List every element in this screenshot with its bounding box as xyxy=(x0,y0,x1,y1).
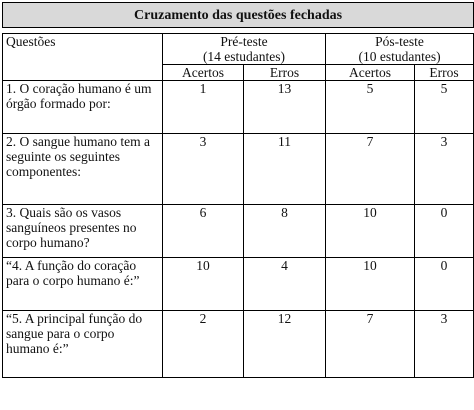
table-row: “4. A função do coração para o corpo hum… xyxy=(2,257,474,311)
table-row: “5. A principal função do sangue para o … xyxy=(2,310,474,378)
title-row: Cruzamento das questões fechadas xyxy=(1,2,474,28)
post-acertos-cell: 7 xyxy=(325,133,415,205)
pre-acertos-cell: 3 xyxy=(162,133,244,205)
pre-acertos-header: Acertos xyxy=(162,64,244,81)
pre-erros-cell: 8 xyxy=(243,204,326,258)
table-row: 1. O coração humano é um órgão formado p… xyxy=(2,80,474,134)
pre-erros-header: Erros xyxy=(243,64,326,81)
pre-acertos-cell: 6 xyxy=(162,204,244,258)
group-header-row: Questões Pré-teste (14 estudantes) Pós-t… xyxy=(2,33,474,81)
pre-test-count: (14 estudantes) xyxy=(202,49,286,64)
question-cell: “5. A principal função do sangue para o … xyxy=(2,310,163,378)
pre-erros-cell: 11 xyxy=(243,133,326,205)
pre-erros-cell: 13 xyxy=(243,80,326,134)
post-test-header: Pós-teste (10 estudantes) xyxy=(324,33,474,65)
post-erros-cell: 5 xyxy=(413,80,474,134)
question-cell: 3. Quais são os vasos sanguíneos present… xyxy=(2,204,163,258)
table-row: 2. O sangue humano tem a seguinte os seg… xyxy=(2,133,474,205)
table-title: Cruzamento das questões fechadas xyxy=(1,2,474,28)
post-test-count: (10 estudantes) xyxy=(358,49,441,64)
post-erros-cell: 0 xyxy=(413,257,474,311)
post-acertos-cell: 10 xyxy=(325,257,415,311)
pre-erros-cell: 12 xyxy=(243,310,326,378)
post-erros-cell: 3 xyxy=(413,310,474,378)
post-erros-cell: 3 xyxy=(413,133,474,205)
questions-header: Questões xyxy=(2,33,163,81)
results-table: Cruzamento das questões fechadas Questõe… xyxy=(1,2,474,378)
pre-acertos-cell: 2 xyxy=(162,310,244,378)
post-acertos-cell: 10 xyxy=(325,204,415,258)
post-acertos-cell: 5 xyxy=(325,80,415,134)
question-cell: 2. O sangue humano tem a seguinte os seg… xyxy=(2,133,163,205)
post-erros-header: Erros xyxy=(413,64,474,81)
post-acertos-cell: 7 xyxy=(325,310,415,378)
pre-acertos-cell: 10 xyxy=(162,257,244,311)
pre-test-header: Pré-teste (14 estudantes) xyxy=(162,33,326,65)
question-cell: 1. O coração humano é um órgão formado p… xyxy=(2,80,163,134)
post-erros-cell: 0 xyxy=(413,204,474,258)
pre-test-label: Pré-teste xyxy=(220,34,268,49)
table-row: 3. Quais são os vasos sanguíneos present… xyxy=(2,204,474,258)
question-cell: “4. A função do coração para o corpo hum… xyxy=(2,257,163,311)
post-acertos-header: Acertos xyxy=(325,64,415,81)
post-test-label: Pós-teste xyxy=(375,34,424,49)
pre-erros-cell: 4 xyxy=(243,257,326,311)
pre-acertos-cell: 1 xyxy=(162,80,244,134)
